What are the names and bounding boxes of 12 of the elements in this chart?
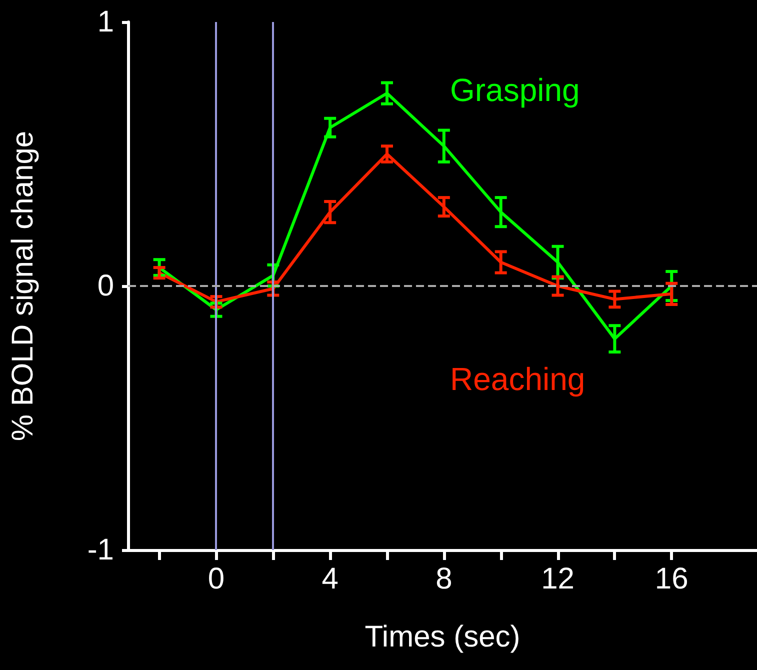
y-tick-label: -1 xyxy=(87,534,114,566)
y-axis-title: % BOLD signal change xyxy=(6,130,40,442)
x-tick-label: 0 xyxy=(208,562,225,596)
y-tick-label: 1 xyxy=(97,6,114,38)
x-tick-label: 16 xyxy=(654,562,688,596)
x-tick-label: 8 xyxy=(436,562,452,596)
y-tick-label: 0 xyxy=(97,270,114,302)
text: Reaching xyxy=(450,361,586,397)
series-label: Grasping xyxy=(450,72,580,108)
x-tick-label: 12 xyxy=(541,562,574,596)
x-axis-title: Times (sec) xyxy=(364,620,520,654)
x-tick-label: 4 xyxy=(322,562,338,596)
